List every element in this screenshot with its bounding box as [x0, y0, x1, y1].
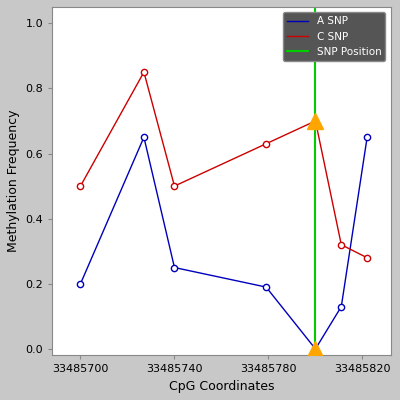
Legend: A SNP, C SNP, SNP Position: A SNP, C SNP, SNP Position — [283, 12, 386, 61]
X-axis label: CpG Coordinates: CpG Coordinates — [169, 380, 274, 393]
Y-axis label: Methylation Frequency: Methylation Frequency — [7, 110, 20, 252]
